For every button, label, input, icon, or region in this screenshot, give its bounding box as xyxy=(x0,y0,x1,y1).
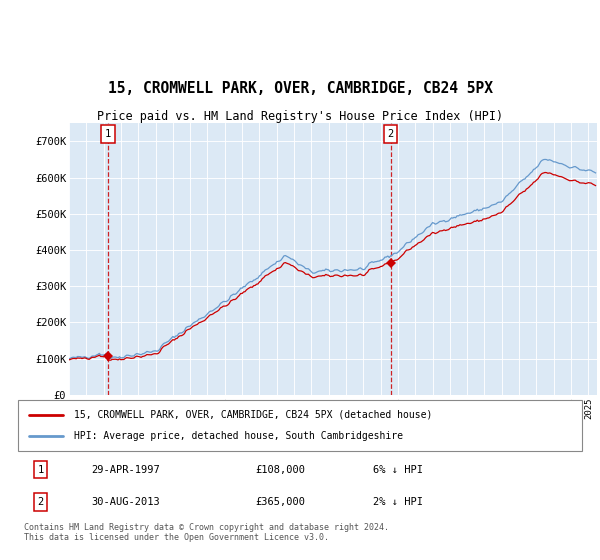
Text: 2% ↓ HPI: 2% ↓ HPI xyxy=(373,497,424,507)
Text: 2: 2 xyxy=(388,129,394,139)
Text: £108,000: £108,000 xyxy=(255,465,305,475)
Text: 29-APR-1997: 29-APR-1997 xyxy=(91,465,160,475)
Text: 2: 2 xyxy=(37,497,44,507)
Text: 1: 1 xyxy=(37,465,44,475)
Text: 1: 1 xyxy=(105,129,111,139)
Text: 6% ↓ HPI: 6% ↓ HPI xyxy=(373,465,424,475)
Text: Contains HM Land Registry data © Crown copyright and database right 2024.
This d: Contains HM Land Registry data © Crown c… xyxy=(23,522,389,542)
Text: 15, CROMWELL PARK, OVER, CAMBRIDGE, CB24 5PX (detached house): 15, CROMWELL PARK, OVER, CAMBRIDGE, CB24… xyxy=(74,409,433,419)
Text: £365,000: £365,000 xyxy=(255,497,305,507)
Text: Price paid vs. HM Land Registry's House Price Index (HPI): Price paid vs. HM Land Registry's House … xyxy=(97,110,503,123)
Text: HPI: Average price, detached house, South Cambridgeshire: HPI: Average price, detached house, Sout… xyxy=(74,431,403,441)
Text: 15, CROMWELL PARK, OVER, CAMBRIDGE, CB24 5PX: 15, CROMWELL PARK, OVER, CAMBRIDGE, CB24… xyxy=(107,81,493,96)
Text: 30-AUG-2013: 30-AUG-2013 xyxy=(91,497,160,507)
FancyBboxPatch shape xyxy=(18,400,582,451)
